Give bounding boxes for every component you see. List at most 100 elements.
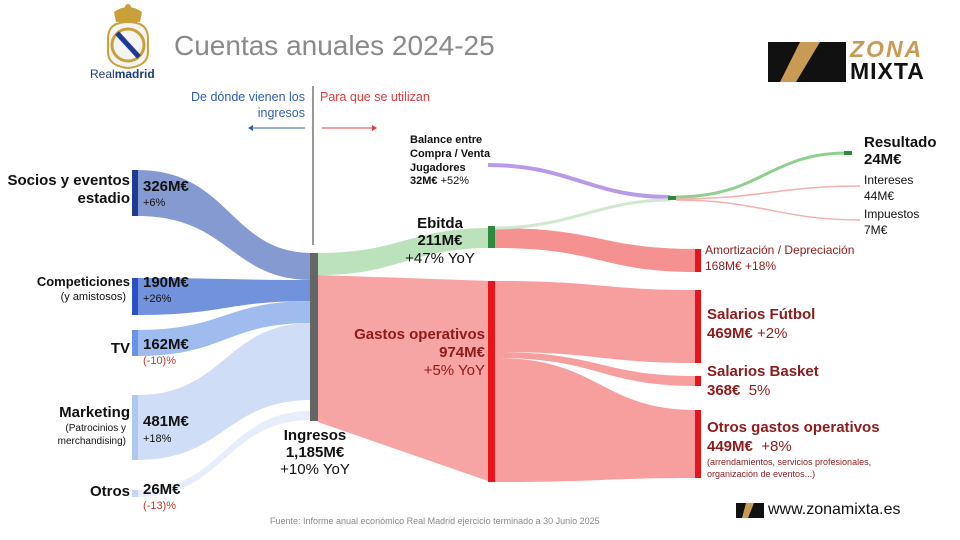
gastos-block: Gastos operativos 974M€ +5% YoY (340, 326, 485, 380)
club-brand: Realmadrid (90, 67, 155, 81)
source-change-competiciones: +26% (143, 293, 172, 305)
balance-line1: Balance entre (410, 134, 483, 146)
otros-gastos-change: +8% (761, 437, 792, 455)
ingresos-label: Ingresos (283, 427, 347, 444)
node-tv (132, 330, 138, 356)
node-resultado (844, 151, 852, 155)
ebitda-yoy: +47% YoY (405, 249, 475, 267)
legend-in: De dónde vienen los ingresos (191, 90, 305, 120)
node-salarios-basket (695, 376, 701, 386)
zona-mixta-small-icon (736, 503, 764, 518)
amortizacion-change: +18% (745, 259, 777, 274)
flow-amortizacion (495, 228, 697, 272)
flow-ebitda (318, 228, 491, 275)
logo-mixta: MIXTA (850, 58, 925, 84)
flow-intereses (675, 185, 861, 200)
source-name-socios: Socios y eventos estadio (7, 172, 130, 207)
otros-gastos-block: Otros gastos operativos 449M€ +8% (707, 419, 880, 457)
brand-a: Real (90, 67, 115, 81)
intereses-block: Intereses 44M€ (864, 172, 913, 204)
source-change-tv: (-10)% (143, 355, 177, 367)
flow-socios (137, 170, 312, 280)
ebitda-value: 211M€ (417, 232, 463, 250)
node-amortizacion (695, 249, 701, 272)
flow-tv (137, 301, 312, 356)
balance-block: Balance entre Compra / Venta Jugadores 3… (410, 134, 490, 189)
node-competiciones (132, 278, 138, 315)
flow-resultado (675, 151, 848, 199)
flow-otros (137, 411, 312, 497)
arrow-out-head (372, 125, 377, 131)
source-value-marketing: 481M€ (143, 413, 189, 430)
otros-gastos-sub: (arrendamientos, servicios profesionales… (707, 457, 872, 479)
balance-line2: Compra / Venta (410, 147, 491, 160)
arrow-in-head (248, 125, 253, 131)
page-title: Cuentas anuales 2024-25 (174, 30, 495, 61)
balance-line3: Jugadores (410, 161, 466, 174)
source-sub-marketing: (Patrocinios y merchandising) (57, 423, 126, 447)
gastos-value: 974M€ (439, 344, 485, 361)
zona-mixta-logo-icon (768, 42, 846, 82)
salarios-basket-change: 5% (748, 381, 771, 399)
source-name-competiciones: Competiciones (36, 274, 130, 289)
source-change-marketing: +18% (143, 433, 172, 445)
brand-b: madrid (114, 67, 155, 81)
legend-out: Para que se utilizan (320, 90, 430, 104)
balance-value: 32M€ (410, 175, 438, 188)
ingresos-yoy: +10% YoY (280, 461, 350, 478)
real-madrid-crest-icon (107, 4, 149, 70)
salarios-basket-label: Salarios Basket (707, 363, 819, 380)
flow-marketing (137, 323, 312, 460)
flow-otros-gastos (495, 358, 697, 482)
node-salarios-futbol (695, 290, 701, 363)
salarios-basket-block: Salarios Basket 368€ 5% (707, 363, 819, 401)
source-change-socios: +6% (143, 197, 166, 209)
intereses-label: Intereses (864, 173, 914, 187)
node-resultado-mid (668, 196, 676, 200)
balance-change: +52% (440, 175, 470, 188)
source-value-competiciones: 190M€ (143, 274, 189, 291)
otros-gastos-label: Otros gastos operativos (707, 419, 880, 436)
source-value-otros: 26M€ (143, 481, 181, 498)
resultado-block: Resultado 24M€ (864, 134, 937, 169)
ebitda-label: Ebitda (417, 215, 463, 232)
ingresos-value: 1,185M€ (285, 444, 345, 461)
impuestos-value: 7M€ (864, 223, 888, 238)
salarios-futbol-block: Salarios Fútbol 469M€ +2% (707, 306, 815, 344)
flow-balance (487, 163, 671, 199)
source-value-tv: 162M€ (143, 336, 189, 353)
flow-competiciones (137, 278, 312, 315)
flow-ebitda-net (494, 198, 671, 230)
otros-gastos-value: 449M€ (707, 437, 753, 455)
node-otros (132, 490, 138, 497)
node-otros-gastos (695, 410, 701, 478)
node-socios (132, 170, 138, 216)
source-name-tv: TV (110, 340, 130, 357)
salarios-futbol-label: Salarios Fútbol (707, 306, 816, 323)
flow-impuestos (675, 199, 861, 221)
website-link[interactable]: www.zonamixta.es (768, 501, 901, 518)
gastos-yoy: +5% YoY (423, 362, 485, 379)
impuestos-block: Impuestos 7M€ (864, 206, 919, 238)
node-ingresos (310, 253, 318, 421)
ingresos-block: Ingresos 1,185M€ +10% YoY (265, 427, 365, 478)
flow-salarios-futbol (495, 281, 697, 363)
logo-zona: ZONA (850, 36, 924, 62)
salarios-basket-value: 368€ (707, 381, 741, 399)
flow-salarios-basket (495, 352, 697, 386)
source-value-socios: 326M€ (143, 178, 189, 195)
amortizacion-label: Amortización / Depreciación (705, 243, 855, 257)
resultado-label: Resultado (864, 134, 937, 151)
resultado-value: 24M€ (864, 151, 902, 169)
amortizacion-block: Amortización / Depreciación 168M€ +18% (705, 242, 854, 274)
node-ebitda (488, 226, 495, 248)
source-sub-competiciones: (y amistosos) (60, 291, 126, 303)
node-marketing (132, 395, 138, 460)
source-name-marketing: Marketing (59, 404, 130, 421)
amortizacion-value: 168M€ (705, 259, 742, 274)
gastos-label: Gastos operativos (354, 326, 485, 343)
impuestos-label: Impuestos (864, 207, 920, 221)
intereses-value: 44M€ (864, 189, 895, 204)
ebitda-block: Ebitda 211M€ +47% YoY (395, 215, 485, 267)
node-gastos (488, 281, 495, 482)
